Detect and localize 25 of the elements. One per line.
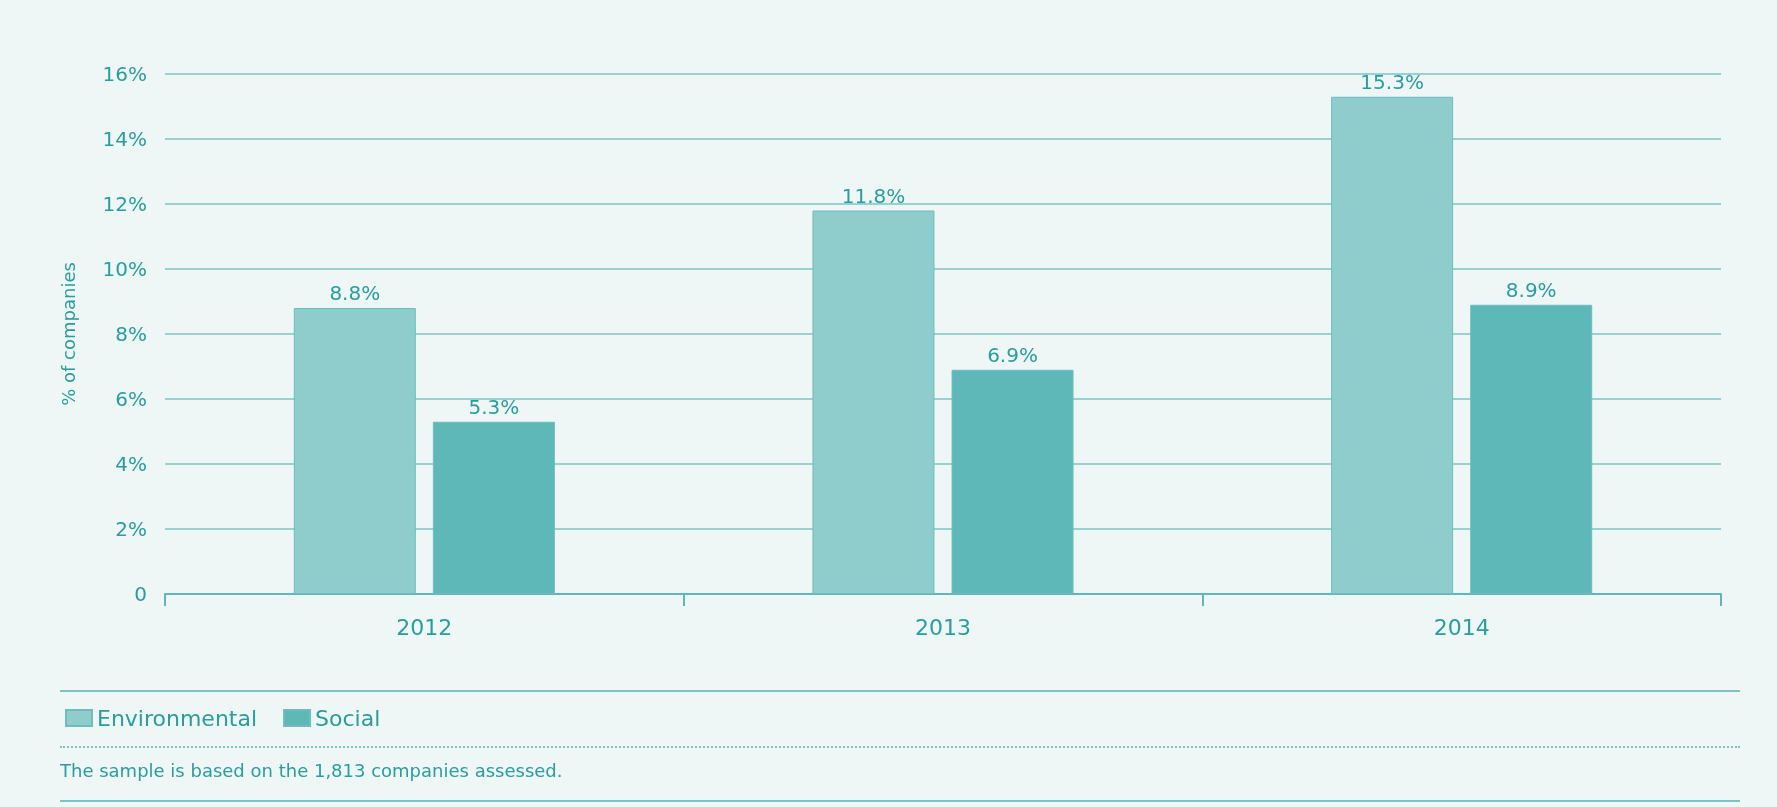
y-tick-label: 0 (134, 582, 147, 606)
data-label: 5.3% (468, 394, 520, 419)
legend-label: Social (315, 705, 381, 731)
data-label: 6.9% (987, 342, 1038, 367)
x-tick-label: 2013 (915, 614, 971, 640)
y-tick-label: 10% (102, 257, 147, 281)
y-tick-label: 8% (115, 322, 147, 346)
y-tick-label: 6% (115, 387, 147, 411)
bar (293, 308, 416, 594)
y-tick-label: 2% (115, 517, 147, 541)
y-tick-label: 14% (102, 127, 147, 151)
x-tick-label: 2012 (396, 614, 453, 640)
legend-label: Environmental (97, 705, 258, 731)
y-tick-label: 12% (102, 192, 147, 216)
data-label: 8.9% (1505, 277, 1557, 302)
y-tick-label: 16% (102, 62, 147, 86)
y-tick-label: 4% (115, 452, 147, 476)
bar (812, 210, 935, 594)
x-tick-label: 2014 (1433, 614, 1490, 640)
text: The sample is based on the 1,813 companies assessed. (60, 760, 563, 781)
y-axis-title: % of companies (57, 262, 79, 406)
data-label: 15.3% (1360, 69, 1424, 94)
data-label: 11.8% (841, 183, 906, 208)
bar (1331, 96, 1454, 594)
data-label: 8.8% (329, 281, 381, 305)
